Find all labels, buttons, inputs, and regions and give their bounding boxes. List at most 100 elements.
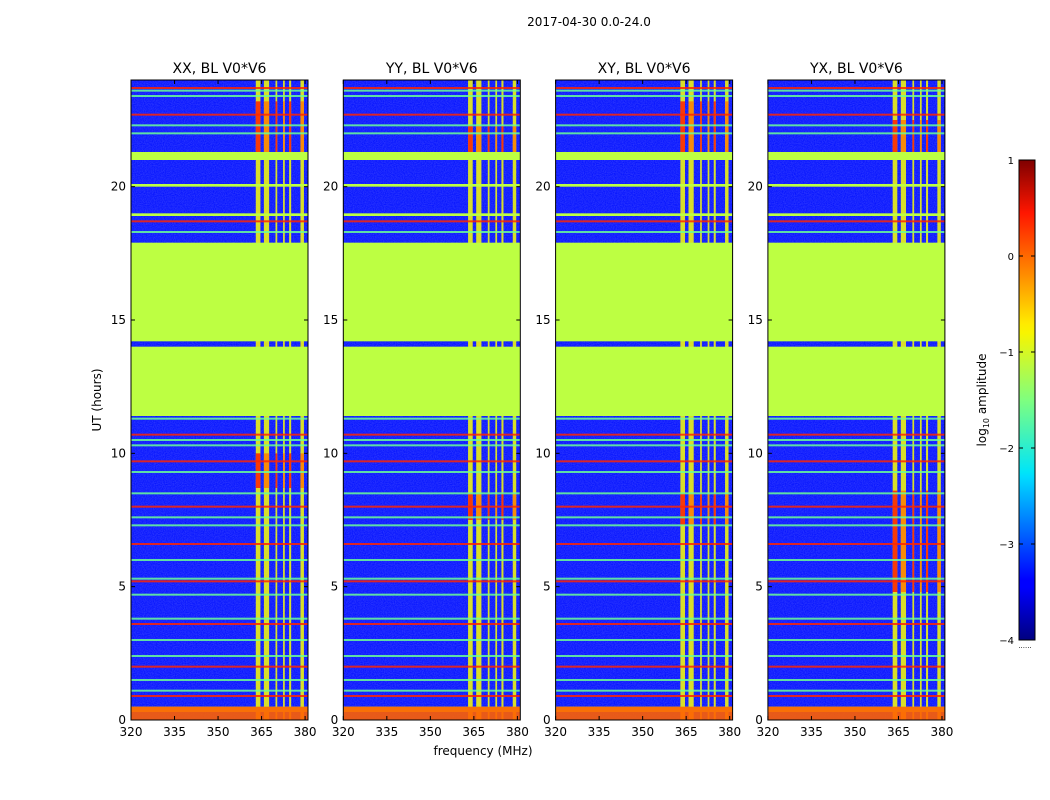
rfi-time-line <box>767 623 945 625</box>
flagged-region <box>131 213 308 216</box>
rfi-time-line <box>343 559 521 561</box>
flagged-region <box>131 184 308 187</box>
rfi-time-line <box>343 132 521 135</box>
x-tick-label: 350 <box>843 725 866 739</box>
rfi-time-line <box>131 623 308 625</box>
rfi-time-line <box>767 524 945 527</box>
x-tick-label: 350 <box>631 725 654 739</box>
colorbar-label: log10 amplitude <box>975 354 991 447</box>
rfi-time-line <box>131 124 308 127</box>
rfi-time-line <box>767 95 945 97</box>
flagged-region <box>767 184 945 187</box>
y-tick-label: 5 <box>118 580 126 594</box>
rfi-time-line <box>131 113 308 116</box>
rfi-time-line <box>555 460 733 463</box>
rfi-time-line <box>131 617 308 620</box>
colorbar-tick-label: −4 <box>999 636 1014 647</box>
rfi-time-line <box>767 577 945 580</box>
panel-frame <box>130 79 309 721</box>
rfi-time-line <box>343 639 521 641</box>
colorbar-tick-label: −2 <box>999 444 1014 455</box>
rfi-time-line <box>131 679 308 681</box>
panel-title: XX, BL V0*V6 <box>173 61 267 77</box>
panel-frame <box>555 79 734 721</box>
rfi-time-line <box>555 543 733 545</box>
rfi-time-line <box>555 505 733 508</box>
rfi-time-line <box>555 580 733 583</box>
rfi-time-line <box>343 593 521 596</box>
rfi-time-line <box>555 623 733 625</box>
rfi-time-line <box>131 460 308 463</box>
x-tick-label: 320 <box>332 725 355 739</box>
rfi-burst <box>700 101 702 158</box>
rfi-time-line <box>555 417 733 420</box>
rfi-time-line <box>555 433 733 436</box>
rfi-burst <box>300 101 304 158</box>
bottom-rfi-band <box>131 706 308 720</box>
rfi-time-line <box>343 439 521 441</box>
flagged-region <box>343 242 521 342</box>
rfi-time-line <box>767 679 945 681</box>
flagged-region <box>343 346 521 416</box>
rfi-time-line <box>131 689 308 692</box>
flagged-region <box>131 152 308 160</box>
rfi-burst <box>468 125 473 158</box>
rfi-time-line <box>131 492 308 495</box>
rfi-time-line <box>343 89 521 92</box>
rfi-burst <box>713 101 716 158</box>
rfi-burst <box>495 125 498 158</box>
flagged-region <box>555 242 733 342</box>
rfi-time-line <box>767 439 945 441</box>
rfi-time-line <box>767 617 945 620</box>
colorbar-gradient <box>1018 159 1036 641</box>
colorbar-label-log: log <box>975 428 989 446</box>
flagged-region <box>555 152 733 160</box>
x-tick-label: 350 <box>419 725 442 739</box>
rfi-time-line <box>343 617 521 620</box>
flagged-region <box>767 242 945 342</box>
rfi-burst <box>283 453 285 488</box>
rfi-time-line <box>131 417 308 420</box>
y-tick-label: 20 <box>535 180 550 194</box>
x-tick-label: 350 <box>207 725 230 739</box>
rfi-time-line <box>555 439 733 441</box>
y-tick-label: 15 <box>111 313 126 327</box>
colorbar-ticks: −4 −3 −2 −1 0 1 <box>999 156 1035 647</box>
rfi-time-line <box>343 460 521 463</box>
x-tick-label: 320 <box>756 725 779 739</box>
x-tick-label: 365 <box>250 725 273 739</box>
flagged-region <box>555 184 733 187</box>
rfi-time-line <box>555 231 733 233</box>
flagged-region <box>131 242 308 342</box>
colorbar-tick-label: 0 <box>1008 252 1014 263</box>
rfi-time-line <box>343 580 521 583</box>
rfi-burst <box>688 101 694 158</box>
rfi-time-line <box>767 655 945 657</box>
rfi-time-line <box>555 695 733 697</box>
rfi-burst <box>263 453 270 488</box>
rfi-time-line <box>131 655 308 657</box>
rfi-time-line <box>343 577 521 580</box>
rfi-time-line <box>767 87 945 89</box>
rfi-burst <box>926 490 929 592</box>
rfi-burst <box>919 120 922 158</box>
rfi-time-line <box>343 220 521 223</box>
y-tick-label: 15 <box>535 313 550 327</box>
rfi-time-line <box>767 417 945 420</box>
rfi-time-line <box>767 132 945 135</box>
rfi-time-line <box>131 439 308 441</box>
rfi-time-line <box>131 89 308 92</box>
rfi-time-line <box>131 580 308 583</box>
rfi-time-line <box>343 231 521 233</box>
rfi-time-line <box>555 132 733 135</box>
rfi-time-line <box>343 113 521 116</box>
rfi-time-line <box>555 444 733 447</box>
spectrogram-panel: YY, BL V0*V6 320 335 350 365 380 0 5 10 15 20 <box>323 61 529 739</box>
flagged-region <box>767 213 945 216</box>
bottom-rfi-band <box>555 706 733 720</box>
x-axis-label: frequency (MHz) <box>433 744 532 758</box>
y-tick-label: 0 <box>118 713 126 727</box>
rfi-time-line <box>343 505 521 508</box>
rfi-time-line <box>343 444 521 447</box>
